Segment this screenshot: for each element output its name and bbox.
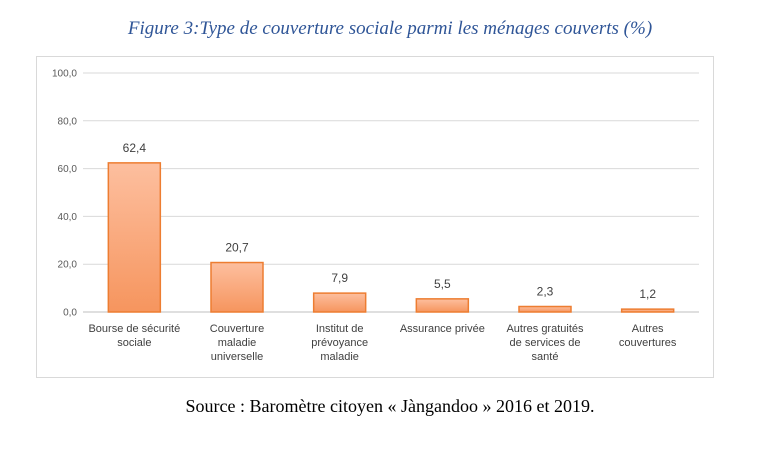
category-label: Assurance privée xyxy=(400,323,485,335)
bar xyxy=(415,298,470,313)
bar-value-label: 5,5 xyxy=(434,277,451,291)
bar xyxy=(620,308,675,313)
data-labels: 62,4 20,7 7,9 5,5 2,3 1,2 xyxy=(123,141,657,301)
y-tick-label: 20,0 xyxy=(58,260,78,271)
bar-value-label: 2,3 xyxy=(537,285,554,299)
category-label: Autres couvertures xyxy=(619,323,677,349)
y-tick-label: 0,0 xyxy=(63,308,77,319)
bar-value-label: 1,2 xyxy=(639,287,656,301)
bar-chart: 0,0 20,0 40,0 60,0 80,0 100,0 62,4 20,7 7,9 5,5 2… xyxy=(52,69,699,363)
y-tick-label: 80,0 xyxy=(58,116,78,127)
y-axis-ticks: 0,0 20,0 40,0 60,0 80,0 100,0 xyxy=(52,69,77,319)
chart-frame: 0,0 20,0 40,0 60,0 80,0 100,0 62,4 20,7 7,9 5,5 2… xyxy=(36,56,714,378)
bar xyxy=(518,305,572,313)
source-note: Source : Baromètre citoyen « Jàngandoo »… xyxy=(185,396,595,416)
bars xyxy=(107,162,675,313)
bar xyxy=(107,162,162,313)
category-label: Autres gratuités de services de santé xyxy=(506,323,584,363)
category-label: Couverture maladie universelle xyxy=(210,323,264,363)
y-tick-label: 40,0 xyxy=(58,212,78,223)
figure-title: Figure 3:Type de couverture sociale parm… xyxy=(127,18,653,39)
bar-value-label: 62,4 xyxy=(123,141,147,155)
bar-value-label: 7,9 xyxy=(331,271,348,285)
gridlines xyxy=(83,72,699,313)
category-label: Institut de prévoyance maladie xyxy=(311,323,368,363)
y-tick-label: 60,0 xyxy=(58,164,78,175)
category-label: Bourse de sécurité sociale xyxy=(88,323,180,349)
y-tick-label: 100,0 xyxy=(52,69,77,80)
bar-value-label: 20,7 xyxy=(225,241,249,255)
category-labels: Bourse de sécurité sociale Couverture malad… xyxy=(88,323,676,363)
bar xyxy=(312,292,367,313)
bar xyxy=(210,261,264,313)
